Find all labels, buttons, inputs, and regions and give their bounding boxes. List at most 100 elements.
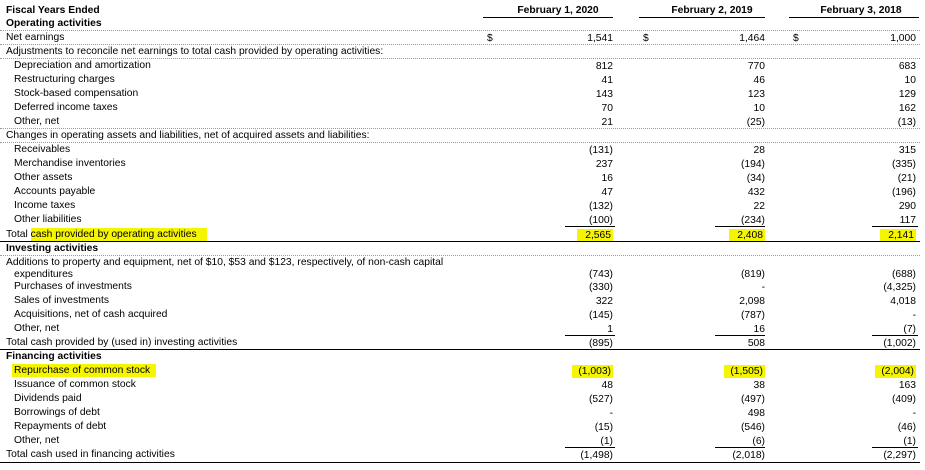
cell-value: 2,408 [695,229,765,242]
section-heading-operating: Operating activities [0,17,925,31]
row-label: Changes in operating assets and liabilit… [6,130,370,141]
row-label: Other, net [14,323,60,334]
cell-value: (100) [588,215,613,226]
cell-value: 1,000 [890,33,916,44]
row-label: Adjustments to reconcile net earnings to… [6,46,384,57]
section-heading-financing: Financing activities [0,350,925,364]
row-label: Sales of investments [14,295,110,306]
bottom-rule [0,462,920,463]
cell-value: (1) [903,436,916,447]
cell-value: 508 [747,338,765,349]
cell-value: 47 [601,187,613,198]
row-label: Stock-based compensation [14,88,139,99]
cell-value: 237 [595,159,613,170]
table-row: Changes in operating assets and liabilit… [0,129,925,143]
row-label: Borrowings of debt [14,407,100,418]
cell-value: 2,098 [739,296,765,307]
cell-value: 770 [747,61,765,72]
cell-value: (1) [600,436,613,447]
row-label: Income taxes [14,200,76,211]
cell-value: (194) [740,159,765,170]
row-separator [0,142,920,143]
row-label: Financing activities [6,351,102,362]
cell-value: 46 [753,75,765,86]
row-label: Additions to property and equipment, net… [6,257,444,268]
cell-value: 163 [898,380,916,391]
row-label: Total cash provided by (used in) investi… [6,337,238,348]
cell-value: (2,297) [883,450,916,461]
row-label: Operating activities [6,18,102,29]
table-row: Other assets 16 (34) (21) [0,171,925,185]
cell-value: - [912,310,916,321]
cell-value: (2,018) [732,450,765,461]
subtotal-rule [872,226,918,227]
row-separator [0,128,920,129]
cell-value: 48 [601,380,613,391]
cell-value: 22 [753,201,765,212]
cell-value: (34) [746,173,765,184]
table-row: Sales of investments 322 2,098 4,018 [0,294,925,308]
subtotal-rule [0,241,920,242]
row-label: Other liabilities [14,214,82,225]
cell-value: 21 [601,117,613,128]
highlighted-value: 2,408 [729,229,765,242]
row-separator [0,255,920,256]
dollar-sign: $ [793,33,799,44]
cell-value: (145) [588,310,613,321]
row-separator [0,58,920,59]
table-row-repurchase: Repurchase of common stock (1,003) (1,50… [0,364,925,378]
table-row-total-operating: Total cash provided by operating activit… [0,228,925,242]
highlighted-value: 2,141 [880,229,916,242]
subtotal-rule [0,349,920,350]
subtotal-rule [872,335,918,336]
cell-value: 70 [601,103,613,114]
cell-value: (497) [740,394,765,405]
cell-value: 16 [753,324,765,335]
subtotal-rule [872,447,918,448]
cell-value: (46) [897,422,916,433]
cell-value: 1,541 [587,33,613,44]
cell-value: 2,565 [543,229,613,242]
row-label: Repayments of debt [14,421,107,432]
table-row: Adjustments to reconcile net earnings to… [0,45,925,59]
cell-value: 432 [747,187,765,198]
column-header-2020: February 1, 2020 [517,5,599,16]
table-row-total-financing: Total cash used in financing activities … [0,448,925,462]
row-label: Merchandise inventories [14,158,126,169]
cell-value: (688) [891,269,916,280]
row-label: Restructuring charges [14,74,115,85]
subtotal-rule [565,335,615,336]
table-row: Other, net 21 (25) (13) [0,115,925,129]
row-label-continued: expenditures [14,269,73,280]
row-label: Issuance of common stock [14,379,136,390]
cell-value: - [761,282,765,293]
subtotal-rule [715,447,765,448]
highlighted-value: (1,505) [724,365,765,378]
header-row: Fiscal Years Ended February 1, 2020 Febr… [0,0,925,22]
cell-value: 129 [898,89,916,100]
row-label: Acquisitions, net of cash acquired [14,309,168,320]
table-row: Depreciation and amortization 812 770 68… [0,59,925,73]
table-row: Repayments of debt (15) (546) (46) [0,420,925,434]
row-label: Total cash provided by operating activit… [6,228,207,241]
cell-value: 315 [898,145,916,156]
cell-value: (6) [752,436,765,447]
table-row: Merchandise inventories 237 (194) (335) [0,157,925,171]
cell-value: (819) [740,269,765,280]
table-row: Restructuring charges 41 46 10 [0,73,925,87]
cell-value: (895) [588,338,613,349]
table-row: Dividends paid (527) (497) (409) [0,392,925,406]
subtotal-rule [715,226,765,227]
row-separator [0,44,920,45]
cell-value: 162 [898,103,916,114]
table-row-total-investing: Total cash provided by (used in) investi… [0,336,925,350]
row-label: Repurchase of common stock [12,364,157,377]
cell-value: 1,464 [739,33,765,44]
highlighted-value: (2,004) [875,365,916,378]
cell-value: (25) [746,117,765,128]
cell-value: (409) [891,394,916,405]
cell-value: 498 [747,408,765,419]
cell-value: 322 [595,296,613,307]
cell-value: (330) [588,282,613,293]
